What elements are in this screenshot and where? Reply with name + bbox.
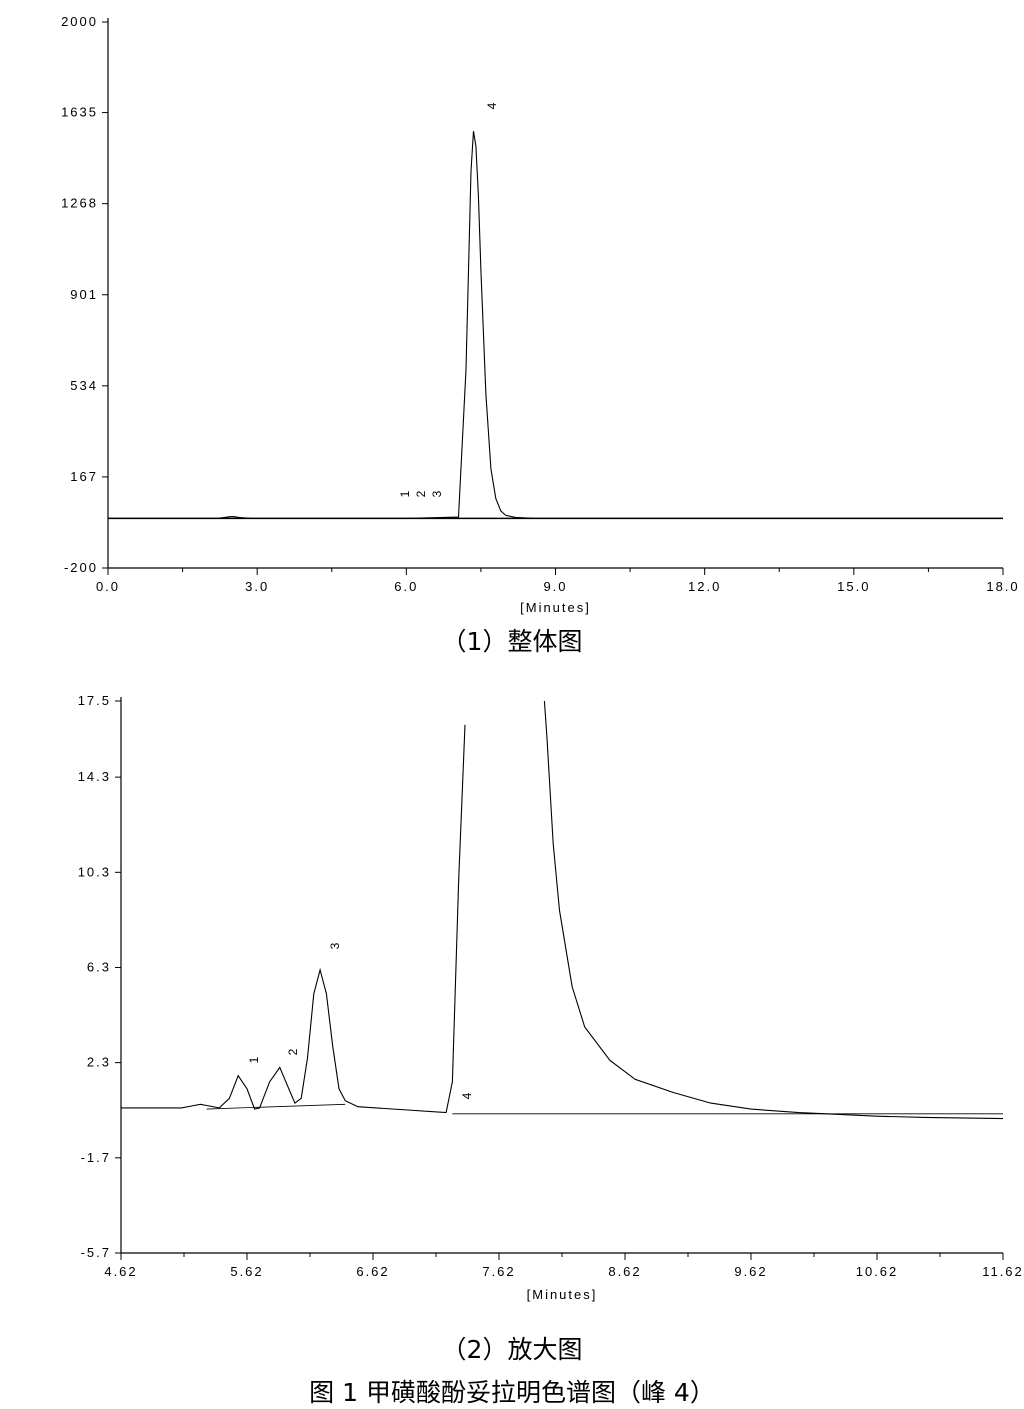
x-tick-label: 10.62 — [856, 1264, 899, 1279]
peak-label: 2 — [414, 490, 428, 497]
y-tick-label: 2000 — [61, 14, 98, 29]
y-tick-label: 1635 — [61, 105, 98, 120]
x-tick-label: 0.0 — [96, 579, 120, 594]
zoomed-chart-caption: （2）放大图 — [441, 1335, 583, 1364]
peak-label: 2 — [286, 1048, 300, 1055]
peak-label: 4 — [460, 1092, 474, 1099]
chromatogram-trace — [543, 700, 1004, 1120]
baseline-line — [206, 1103, 346, 1110]
y-tick-label: 10.3 — [78, 864, 111, 879]
y-tick-label: 6.3 — [87, 959, 111, 974]
chromatogram-trace — [108, 131, 1003, 519]
peak-label: 3 — [328, 942, 342, 949]
x-tick-label: 12.0 — [688, 579, 721, 594]
peak-label: 4 — [485, 102, 499, 109]
peak-label: 3 — [430, 490, 444, 497]
x-tick-label: 15.0 — [837, 579, 870, 594]
y-tick-label: 534 — [70, 378, 98, 393]
x-tick-label: 9.0 — [543, 579, 567, 594]
zoomed-chromatogram: -5.7 -1.7 2.3 6.3 10.3 14.3 17.5 4.62 5.62 6.62 7.… — [78, 693, 1024, 1302]
x-tick-label: 18.0 — [986, 579, 1019, 594]
y-tick-label: 901 — [70, 287, 98, 302]
x-tick-label: 9.62 — [734, 1264, 767, 1279]
overall-chart-caption: （1）整体图 — [441, 627, 583, 656]
x-tick-label: 4.62 — [104, 1264, 137, 1279]
peak-label: 1 — [398, 490, 412, 497]
x-tick-label: 11.62 — [982, 1264, 1024, 1279]
peak-label: 1 — [247, 1056, 261, 1063]
overall-chromatogram: -200 167 534 901 1268 1635 2000 0.0 3.0 6.0 9.0 12.… — [61, 14, 1019, 615]
x-tick-label: 6.62 — [356, 1264, 389, 1279]
x-tick-label: 3.0 — [245, 579, 269, 594]
y-tick-label: 2.3 — [87, 1055, 111, 1070]
x-tick-label: 7.62 — [482, 1264, 515, 1279]
x-tick-label: 8.62 — [608, 1264, 641, 1279]
y-tick-label: 1268 — [61, 196, 98, 211]
y-tick-label: -1.7 — [81, 1150, 111, 1165]
y-tick-label: 167 — [70, 469, 98, 484]
y-tick-label: 17.5 — [78, 693, 111, 708]
figure-caption: 图 1 甲磺酸酚妥拉明色谱图（峰 4） — [309, 1378, 715, 1407]
y-tick-label: -5.7 — [81, 1245, 111, 1260]
x-axis-label: [Minutes] — [520, 600, 591, 615]
chromatogram-trace — [121, 724, 466, 1114]
x-tick-label: 5.62 — [230, 1264, 263, 1279]
x-tick-label: 6.0 — [394, 579, 418, 594]
y-tick-label: 14.3 — [78, 769, 111, 784]
y-tick-label: -200 — [64, 560, 98, 575]
x-axis-label: [Minutes] — [527, 1287, 598, 1302]
